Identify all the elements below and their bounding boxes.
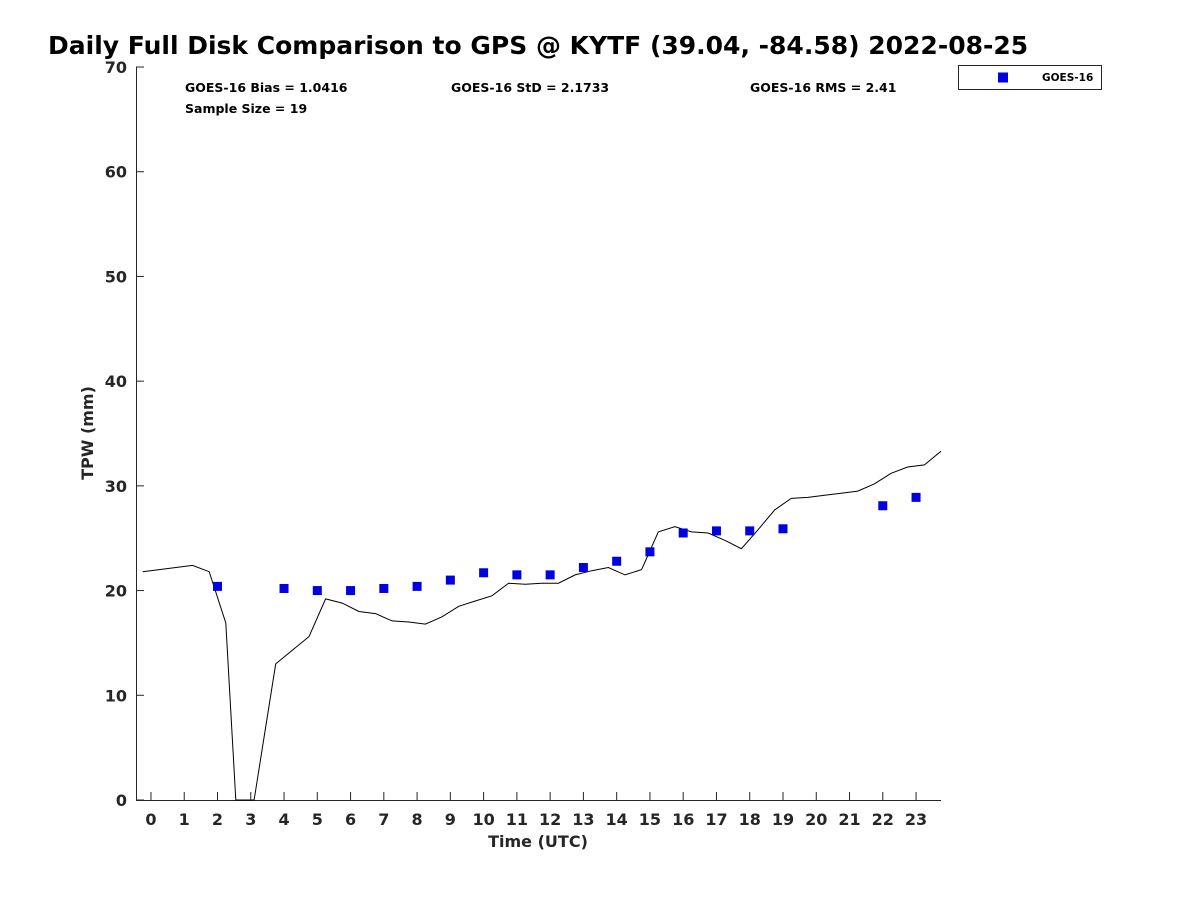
- x-tick-label: 15: [639, 810, 661, 829]
- goes-16-point: [279, 583, 289, 593]
- x-tick-label: 21: [838, 810, 860, 829]
- legend-box: [958, 65, 1102, 90]
- x-tick-label: 20: [805, 810, 827, 829]
- legend-marker-goes-16: [998, 72, 1008, 83]
- x-tick-label: 13: [572, 810, 594, 829]
- goes-16-point: [312, 586, 322, 596]
- x-tick-label: 11: [506, 810, 528, 829]
- goes-16-point: [545, 570, 555, 580]
- annotation-bias: GOES-16 Bias = 1.0416: [185, 80, 348, 95]
- goes-16-point: [578, 563, 588, 573]
- x-axis-label: Time (UTC): [488, 832, 588, 851]
- legend: GOES-16: [958, 65, 1102, 90]
- x-tick-label: 10: [472, 810, 494, 829]
- goes-16-point: [412, 581, 422, 591]
- x-tick-label: 4: [278, 810, 289, 829]
- goes-16-point: [878, 501, 888, 511]
- annotation-rms: GOES-16 RMS = 2.41: [750, 80, 896, 95]
- goes-16-point: [678, 528, 688, 538]
- y-tick-label: 0: [116, 791, 127, 810]
- chart-title: Daily Full Disk Comparison to GPS @ KYTF…: [48, 31, 1028, 60]
- x-tick-label: 18: [739, 810, 761, 829]
- goes-16-point: [745, 526, 755, 536]
- x-tick-label: 22: [872, 810, 894, 829]
- x-tick-label: 1: [179, 810, 190, 829]
- x-tick-label: 14: [606, 810, 628, 829]
- y-tick-label: 40: [105, 372, 127, 391]
- x-tick-label: 17: [705, 810, 727, 829]
- annotation-std: GOES-16 StD = 2.1733: [451, 80, 609, 95]
- goes-16-point: [346, 586, 356, 596]
- series-layer: [142, 450, 942, 801]
- x-axis-ticks: 0 1 2 3 4 5 6 7 8 9 10 11 12 13 14 15 16 17 18 19 20 21 22 23: [145, 792, 927, 829]
- x-tick-label: 3: [245, 810, 256, 829]
- gps-tpw-line: [142, 450, 942, 801]
- x-tick-label: 5: [312, 810, 323, 829]
- x-tick-label: 6: [345, 810, 356, 829]
- x-tick-label: 0: [145, 810, 156, 829]
- y-axis-label: TPW (mm): [78, 386, 97, 480]
- legend-label-goes-16: GOES-16: [1042, 72, 1093, 84]
- plot-area: [136, 67, 941, 801]
- y-tick-label: 20: [105, 582, 127, 601]
- x-tick-label: 9: [445, 810, 456, 829]
- x-tick-label: 12: [539, 810, 561, 829]
- x-tick-label: 16: [672, 810, 694, 829]
- goes-16-point: [445, 575, 455, 585]
- goes-16-point: [479, 568, 489, 578]
- annotation-sample-size: Sample Size = 19: [185, 101, 307, 116]
- y-tick-label: 50: [105, 267, 127, 286]
- y-tick-label: 30: [105, 477, 127, 496]
- y-axis-ticks: 0 10 20 30 40 50 60 70: [105, 58, 144, 810]
- goes-16-point: [379, 583, 389, 593]
- x-tick-label: 2: [212, 810, 223, 829]
- y-tick-label: 10: [105, 686, 127, 705]
- goes-16-point: [645, 547, 655, 557]
- x-tick-label: 23: [905, 810, 927, 829]
- goes-16-point: [512, 570, 522, 580]
- y-tick-label: 70: [105, 58, 127, 77]
- goes-16-point: [612, 556, 622, 566]
- x-tick-label: 8: [412, 810, 423, 829]
- x-tick-label: 7: [378, 810, 389, 829]
- goes-16-point: [212, 581, 222, 591]
- y-tick-label: 60: [105, 163, 127, 182]
- goes-16-point: [911, 492, 921, 502]
- goes-16-point: [711, 526, 721, 536]
- goes-16-point: [778, 524, 788, 534]
- stats-annotations: GOES-16 Bias = 1.0416 Sample Size = 19 G…: [185, 80, 896, 116]
- x-tick-label: 19: [772, 810, 794, 829]
